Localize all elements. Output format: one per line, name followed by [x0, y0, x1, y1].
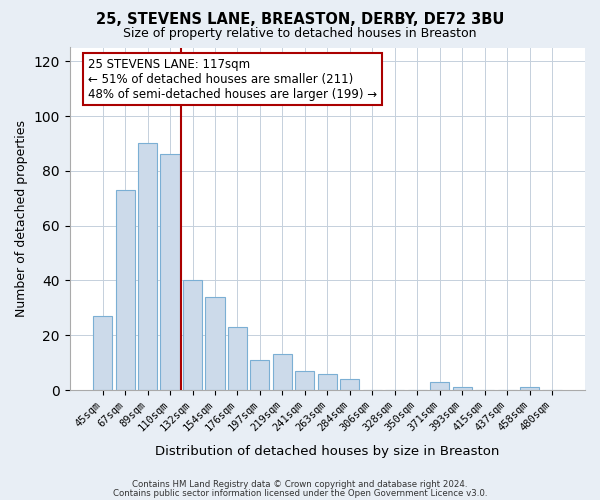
Bar — [318, 374, 337, 390]
Bar — [138, 144, 157, 390]
Bar — [205, 297, 224, 390]
Text: Contains public sector information licensed under the Open Government Licence v3: Contains public sector information licen… — [113, 488, 487, 498]
Text: Contains HM Land Registry data © Crown copyright and database right 2024.: Contains HM Land Registry data © Crown c… — [132, 480, 468, 489]
Y-axis label: Number of detached properties: Number of detached properties — [15, 120, 28, 318]
Bar — [430, 382, 449, 390]
Bar — [452, 388, 472, 390]
Bar — [520, 388, 539, 390]
X-axis label: Distribution of detached houses by size in Breaston: Distribution of detached houses by size … — [155, 444, 500, 458]
Bar — [273, 354, 292, 390]
Bar — [295, 371, 314, 390]
Bar — [228, 327, 247, 390]
Bar — [160, 154, 179, 390]
Text: 25, STEVENS LANE, BREASTON, DERBY, DE72 3BU: 25, STEVENS LANE, BREASTON, DERBY, DE72 … — [96, 12, 504, 28]
Bar — [116, 190, 134, 390]
Bar — [250, 360, 269, 390]
Bar — [340, 379, 359, 390]
Text: Size of property relative to detached houses in Breaston: Size of property relative to detached ho… — [123, 28, 477, 40]
Text: 25 STEVENS LANE: 117sqm
← 51% of detached houses are smaller (211)
48% of semi-d: 25 STEVENS LANE: 117sqm ← 51% of detache… — [88, 58, 377, 101]
Bar — [93, 316, 112, 390]
Bar — [183, 280, 202, 390]
